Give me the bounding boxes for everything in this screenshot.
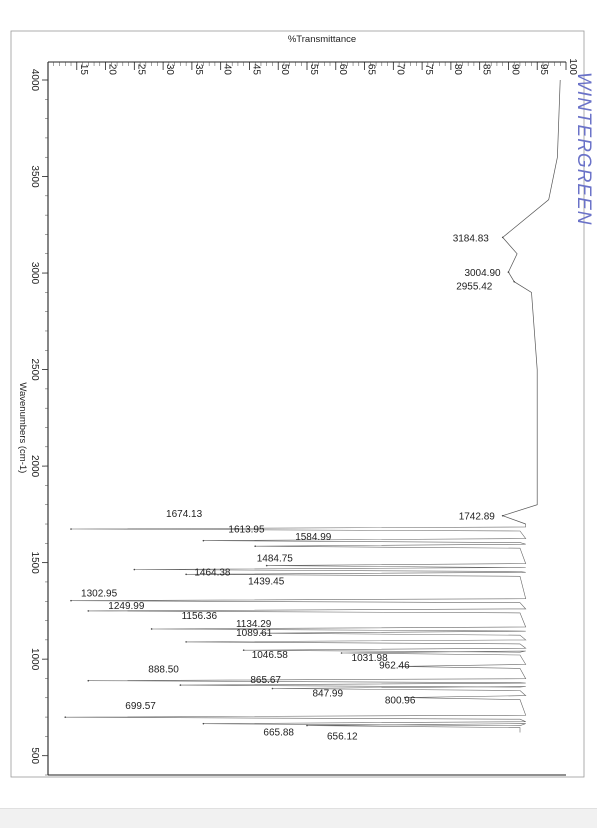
y-tick-label: 25	[135, 64, 146, 76]
peak-label: 962.46	[379, 660, 410, 671]
peak-point	[87, 610, 90, 612]
peak-point	[501, 236, 504, 239]
viewer-bottom-bar	[0, 808, 597, 828]
peak-label: 1613.95	[228, 525, 265, 536]
y-tick-label: 40	[222, 64, 233, 76]
peak-point	[501, 514, 504, 517]
peak-point	[179, 684, 182, 686]
peak-point	[202, 539, 205, 542]
y-tick-label: 35	[193, 64, 204, 76]
y-tick-label: 55	[308, 64, 319, 76]
x-tick-label: 500	[29, 747, 40, 764]
x-tick-label: 3500	[29, 165, 40, 188]
x-tick-label: 2500	[29, 358, 40, 381]
peak-label: 1249.99	[108, 601, 145, 612]
peak-label: 3184.83	[453, 233, 490, 244]
y-tick-label: 20	[107, 64, 118, 76]
peak-point	[306, 724, 308, 727]
peak-label: 1484.75	[257, 554, 294, 565]
peak-point	[133, 568, 136, 571]
y-tick-label: 80	[452, 64, 463, 76]
x-axis-title: Wavenumbers (cm-1)	[17, 382, 28, 473]
peak-point	[185, 573, 187, 576]
peak-label: 699.57	[125, 701, 156, 712]
handwritten-label: WINTERGREEN	[573, 72, 594, 226]
peak-label: 3004.90	[464, 268, 501, 279]
peak-point	[70, 528, 72, 530]
peak-point	[398, 665, 400, 668]
x-tick-label: 1000	[29, 648, 40, 671]
x-tick-label: 2000	[29, 455, 40, 478]
peak-label: 665.88	[263, 728, 294, 739]
peak-point	[271, 687, 274, 690]
spectrum-line-high-wavenumber	[501, 79, 561, 525]
peak-point	[340, 652, 343, 654]
peak-label: 1302.95	[81, 589, 118, 600]
x-tick-label: 4000	[29, 69, 40, 92]
peak-point	[260, 632, 262, 635]
figure-frame	[10, 30, 585, 778]
y-tick-label: 65	[366, 64, 377, 76]
peak-point	[265, 564, 268, 567]
peak-label: 656.12	[327, 732, 358, 743]
peak-label: 847.99	[312, 689, 343, 700]
peak-label: 1031.98	[352, 653, 389, 664]
peak-label: 1742.89	[459, 512, 496, 523]
ir-spectrum-figure: %Transmittance 15 20 25 30 35 40 45 50 55 60 65 70 75…	[10, 30, 594, 778]
peak-label: 1439.45	[248, 576, 285, 587]
peak-label: 1046.58	[252, 650, 289, 661]
x-tick-label: 1500	[29, 552, 40, 575]
peak-point	[185, 641, 187, 643]
y-tick-label: 60	[337, 64, 348, 76]
peak-label: 2955.42	[456, 282, 493, 293]
y-tick-label: 85	[481, 64, 492, 76]
peak-label: 865.67	[250, 675, 281, 686]
y-tick-label: 90	[509, 64, 520, 76]
peak-label: 1674.13	[166, 509, 203, 520]
peak-point	[150, 628, 153, 630]
y-tick-label: 45	[250, 64, 261, 76]
y-tick-label: 75	[423, 64, 434, 76]
y-tick-label: 50	[279, 64, 290, 76]
peak-point	[242, 649, 245, 651]
peak-label: 1464.38	[194, 568, 231, 579]
peak-point	[507, 271, 510, 273]
peak-label: 888.50	[148, 665, 179, 676]
peak-point	[87, 679, 90, 682]
peak-point	[64, 716, 67, 718]
peak-label: 1156.36	[182, 611, 218, 622]
peak-point	[404, 696, 406, 699]
y-tick-label: 70	[394, 64, 405, 76]
peak-point	[70, 599, 72, 602]
y-tick-label: 100	[567, 58, 578, 75]
y-axis-title: %Transmittance	[288, 34, 356, 45]
peak-label: 800.96	[385, 696, 416, 707]
peak-point	[202, 722, 205, 725]
peak-point	[513, 280, 515, 283]
y-tick-label: 30	[164, 64, 175, 76]
y-tick-label: 15	[78, 64, 89, 76]
peak-point	[254, 545, 256, 548]
ir-spectrum-chart: %Transmittance 15 20 25 30 35 40 45 50 55 60 65 70 75…	[10, 30, 594, 778]
peak-label: 1584.99	[295, 532, 332, 543]
peak-label: 1089.61	[236, 628, 273, 639]
x-tick-label: 3000	[29, 262, 40, 285]
peak-label: 1134.29	[236, 619, 272, 630]
y-tick-label: 95	[538, 64, 549, 76]
